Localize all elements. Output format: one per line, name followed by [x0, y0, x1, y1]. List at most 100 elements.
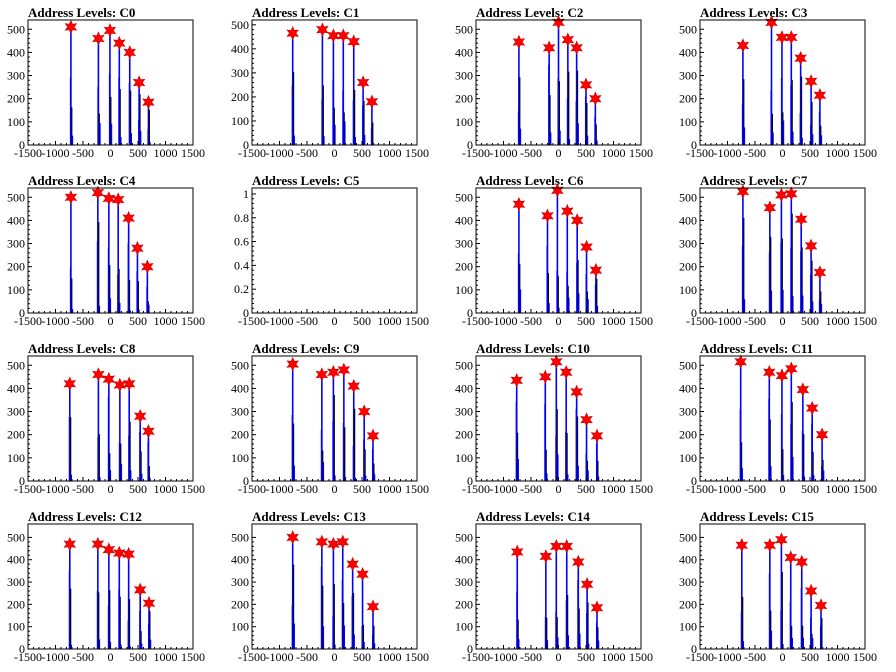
x-tick-label: -500 — [72, 650, 94, 664]
peak-marker — [572, 554, 585, 570]
y-tick-label: 100 — [7, 451, 25, 465]
peak-marker — [550, 539, 563, 554]
peak-marker — [91, 185, 105, 200]
plot-frame — [475, 523, 642, 650]
x-tick-label: -500 — [296, 314, 318, 328]
peak-marker — [559, 364, 573, 380]
x-tick-label: 1500 — [629, 314, 653, 328]
y-tick-label: 500 — [679, 530, 697, 544]
x-tick-label: 1000 — [154, 482, 178, 496]
x-tick-label: 0 — [780, 650, 786, 664]
peak-marker — [589, 262, 603, 278]
x-tick-label: -1000 — [714, 482, 742, 496]
peak-group — [316, 22, 329, 145]
peak-group — [804, 583, 818, 649]
y-tick-label: 100 — [679, 283, 697, 297]
peak-group — [775, 187, 788, 313]
x-tick-label: 500 — [353, 650, 371, 664]
x-tick-label: 1500 — [405, 650, 429, 664]
y-tick-label: 500 — [455, 22, 473, 36]
x-tick-label: 0 — [332, 146, 338, 160]
peak-marker — [570, 40, 583, 56]
plot-frame — [27, 523, 194, 650]
peak-marker — [539, 369, 552, 385]
x-tick-label: 1000 — [826, 314, 850, 328]
peak-marker — [512, 196, 526, 212]
peak-group — [142, 94, 155, 145]
y-tick-label: 200 — [679, 92, 697, 106]
peak-marker — [763, 364, 776, 380]
x-tick-label: -500 — [744, 482, 766, 496]
peak-marker — [560, 539, 574, 554]
y-tick-label: 200 — [679, 597, 697, 611]
peak-group — [63, 376, 77, 481]
peak-marker — [366, 428, 380, 444]
panel-title: Address Levels: C10 — [476, 341, 590, 356]
peak-marker — [346, 556, 359, 572]
peak-group — [122, 546, 135, 649]
y-tick-label: 300 — [679, 237, 697, 251]
peak-marker — [763, 200, 777, 215]
peak-marker — [111, 192, 125, 207]
y-tick-label: 0 — [19, 138, 25, 152]
panel-title: Address Levels: C9 — [252, 341, 360, 356]
x-tick-label: 1000 — [154, 650, 178, 664]
x-tick-label: -1000 — [714, 146, 742, 160]
panel-9: Address Levels: C90100200300400500-1500-… — [231, 341, 429, 496]
peak-group — [102, 191, 116, 313]
y-tick-label: 100 — [455, 115, 473, 129]
peak-group — [805, 400, 819, 481]
x-tick-label: -1000 — [42, 482, 70, 496]
peak-group — [814, 598, 828, 649]
peak-marker — [784, 550, 798, 565]
peak-group — [785, 30, 798, 145]
y-tick-label: 0.2 — [234, 282, 249, 296]
x-tick-label: 1000 — [378, 146, 402, 160]
x-tick-label: 0 — [556, 146, 562, 160]
peak-marker — [337, 362, 351, 378]
peak-marker — [102, 542, 116, 557]
x-tick-label: 1000 — [826, 650, 850, 664]
peak-marker — [122, 210, 135, 226]
peak-marker — [327, 536, 340, 552]
panel-title: Address Levels: C2 — [476, 5, 583, 20]
y-tick-label: 200 — [7, 597, 25, 611]
x-tick-label: 500 — [801, 482, 819, 496]
peak-group — [580, 412, 593, 481]
x-tick-label: -1500 — [686, 482, 714, 496]
y-tick-label: 0.4 — [234, 258, 249, 272]
peak-group — [763, 200, 777, 313]
panel-7: Address Levels: C70100200300400500-1500-… — [679, 173, 877, 328]
peak-marker — [102, 191, 116, 206]
peak-group — [512, 196, 526, 313]
peak-marker — [785, 186, 798, 202]
x-tick-label: 0 — [108, 314, 114, 328]
peak-group — [580, 577, 594, 649]
x-tick-label: 500 — [801, 314, 819, 328]
y-tick-label: 300 — [455, 405, 473, 419]
y-tick-label: 400 — [455, 45, 473, 59]
panel-title: Address Levels: C0 — [28, 5, 135, 20]
peak-group — [539, 549, 553, 649]
peak-group — [765, 15, 778, 145]
peak-marker — [580, 577, 594, 592]
peak-group — [541, 208, 554, 313]
y-tick-label: 300 — [679, 575, 697, 589]
panel-title: Address Levels: C8 — [28, 341, 136, 356]
peak-group — [286, 530, 299, 649]
x-tick-label: -1000 — [266, 146, 294, 160]
x-tick-label: -1500 — [14, 482, 42, 496]
y-tick-label: 300 — [679, 405, 697, 419]
peak-group — [510, 544, 524, 649]
peak-group — [365, 94, 379, 145]
y-tick-label: 200 — [7, 428, 25, 442]
peak-marker — [122, 376, 136, 392]
peak-marker — [286, 25, 299, 41]
peak-marker — [542, 40, 556, 56]
peak-group — [572, 554, 585, 649]
y-tick-label: 500 — [231, 530, 249, 544]
peak-marker — [131, 240, 144, 256]
x-tick-label: 1000 — [378, 650, 402, 664]
x-tick-label: 0 — [332, 650, 338, 664]
peak-marker — [142, 595, 156, 611]
